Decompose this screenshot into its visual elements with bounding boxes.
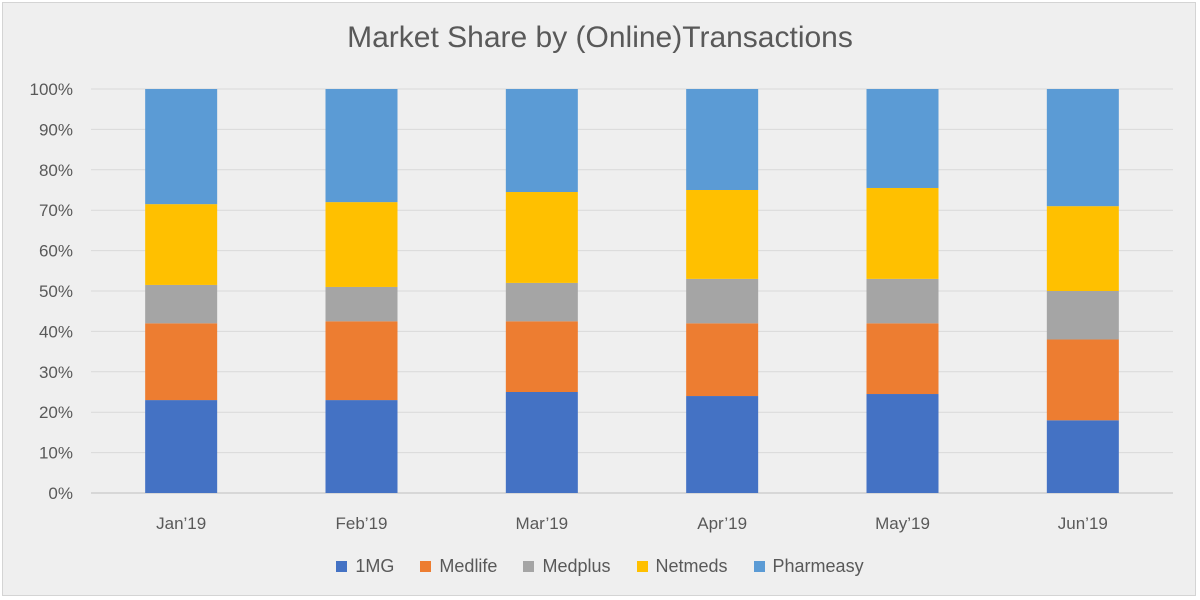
- bar-segment-pharmeasy-1: [145, 89, 218, 205]
- legend-label: Pharmeasy: [772, 556, 864, 576]
- bar-segment-pharmeasy-3: [505, 89, 578, 193]
- legend-swatch: [336, 561, 348, 572]
- bar-segment-pharmeasy-4: [686, 89, 759, 190]
- y-tick-label: 70%: [39, 201, 73, 220]
- bar-segment-medlife-5: [866, 323, 939, 395]
- legend-item-pharmeasy: Pharmeasy: [753, 556, 864, 577]
- bar-segment-medplus-6: [1046, 291, 1119, 340]
- x-tick-label: Apr’19: [697, 514, 747, 533]
- y-tick-label: 90%: [39, 120, 73, 139]
- bar-segment-pharmeasy-6: [1046, 89, 1119, 207]
- legend-swatch: [420, 561, 432, 572]
- bar-segment-medplus-1: [145, 284, 218, 324]
- bar-segment-netmeds-2: [325, 202, 398, 287]
- y-tick-label: 40%: [39, 322, 73, 341]
- bar-segment-medlife-4: [686, 323, 759, 397]
- bar-segment-1mg-6: [1046, 420, 1119, 493]
- x-tick-label: Mar’19: [516, 514, 569, 533]
- legend-item-netmeds: Netmeds: [636, 556, 728, 577]
- bar-segment-medlife-6: [1046, 339, 1119, 421]
- y-tick-label: 80%: [39, 161, 73, 180]
- bar-segment-1mg-3: [505, 392, 578, 493]
- bar-segment-medlife-1: [145, 323, 218, 401]
- bar-segment-pharmeasy-2: [325, 89, 398, 203]
- bar-segment-medplus-2: [325, 286, 398, 322]
- bar-segment-netmeds-5: [866, 187, 939, 279]
- legend-label: Medplus: [542, 556, 611, 576]
- legend-item-1mg: 1MG: [336, 556, 394, 577]
- bar-segment-1mg-5: [866, 394, 939, 493]
- y-tick-label: 30%: [39, 363, 73, 382]
- y-tick-label: 60%: [39, 242, 73, 261]
- y-tick-label: 20%: [39, 403, 73, 422]
- legend-swatch: [753, 561, 765, 572]
- bar-segment-netmeds-6: [1046, 206, 1119, 291]
- bar-segment-medplus-5: [866, 278, 939, 324]
- bar-segment-medplus-3: [505, 282, 578, 322]
- x-tick-label: Jun’19: [1058, 514, 1108, 533]
- bar-segment-netmeds-1: [145, 204, 218, 285]
- legend-swatch: [523, 561, 535, 572]
- legend-label: Medlife: [439, 556, 498, 576]
- bar-segment-1mg-1: [145, 400, 218, 493]
- plot-area: 0% 10% 20% 30% 40% 50% 60% 70% 80% 90% 100% Jan’19 F…: [30, 80, 1173, 533]
- y-tick-label: 100%: [30, 80, 73, 99]
- x-tick-label: May’19: [875, 514, 930, 533]
- y-tick-label: 0%: [48, 484, 73, 503]
- chart-title: Market Share by (Online)Transactions: [347, 21, 853, 54]
- x-tick-label: Feb’19: [336, 514, 388, 533]
- legend-label: Netmeds: [655, 556, 728, 576]
- bar-segment-medlife-2: [325, 321, 398, 401]
- y-tick-label: 10%: [39, 444, 73, 463]
- bar-segment-medplus-4: [686, 278, 759, 324]
- legend-item-medplus: Medplus: [523, 556, 611, 577]
- bar-segment-medlife-3: [505, 321, 578, 392]
- legend-item-medlife: Medlife: [420, 556, 497, 577]
- legend-swatch: [636, 561, 648, 572]
- bar-segment-netmeds-3: [505, 192, 578, 283]
- legend-label: 1MG: [355, 556, 395, 576]
- y-tick-label: 50%: [39, 282, 73, 301]
- bar-segment-netmeds-4: [686, 190, 759, 279]
- x-tick-label: Jan’19: [156, 514, 206, 533]
- bar-segment-1mg-2: [325, 400, 398, 493]
- bar-segment-1mg-4: [686, 396, 759, 493]
- bar-segment-pharmeasy-5: [866, 89, 939, 188]
- legend: 1MG Medlife Medplus Netmeds Pharmeasy: [3, 556, 1197, 577]
